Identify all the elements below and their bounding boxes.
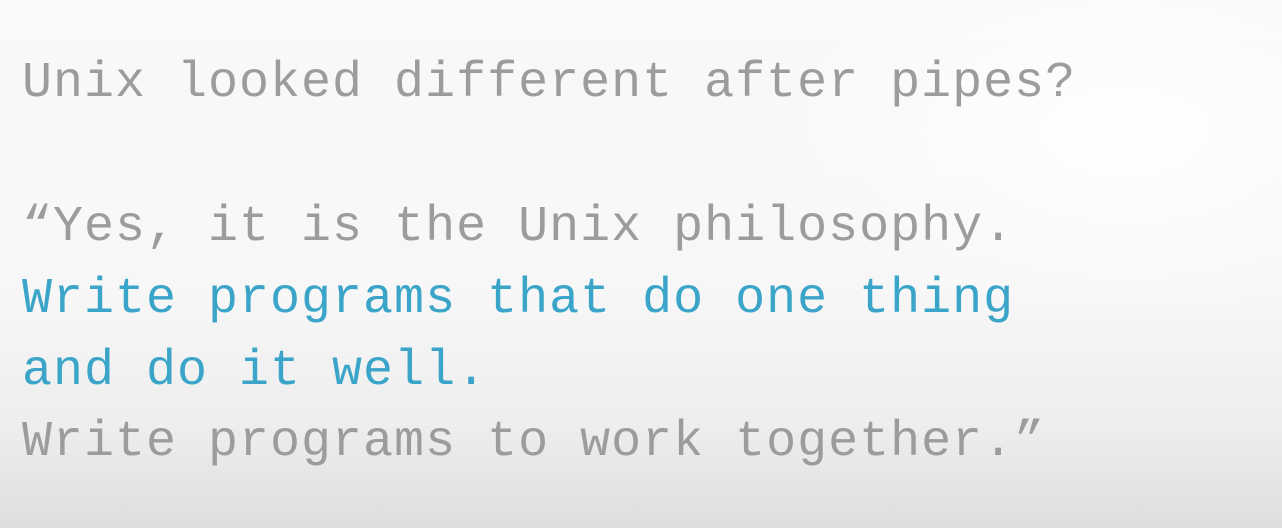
quote-line-2-highlight: Write programs that do one thing bbox=[22, 271, 1015, 328]
quote-line-1: “Yes, it is the Unix philosophy. bbox=[22, 199, 1015, 256]
background-glow bbox=[760, 0, 1282, 330]
slide-question: Unix looked different after pipes? bbox=[22, 55, 1077, 112]
quote-line-4: Write programs to work together.” bbox=[22, 414, 1046, 471]
quote-line-3-highlight: and do it well. bbox=[22, 343, 488, 400]
